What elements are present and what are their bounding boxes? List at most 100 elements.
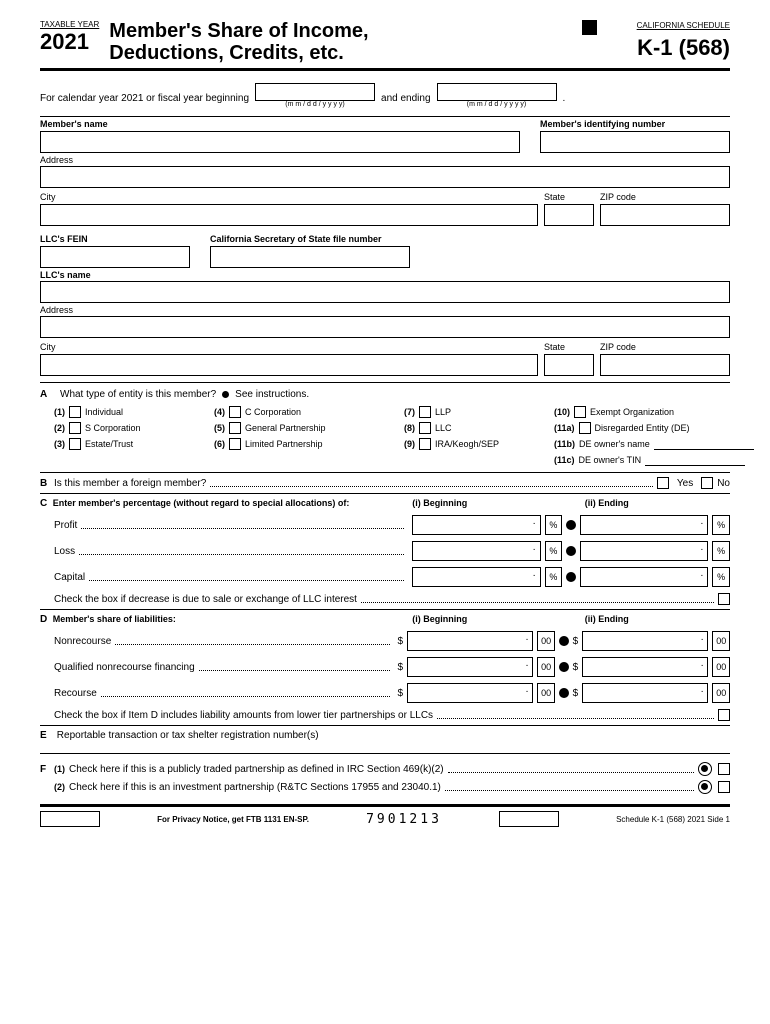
letter-b: B — [40, 478, 54, 489]
marker-square — [582, 20, 597, 35]
nonrec-end[interactable]: . — [582, 631, 708, 651]
chk-de[interactable] — [579, 422, 591, 434]
fy-begin-hint: (m m / d d / y y y y) — [285, 101, 345, 108]
ca-sos-input[interactable] — [210, 246, 410, 268]
d-question: Member's share of liabilities: — [53, 614, 413, 625]
letter-c: C — [40, 498, 53, 509]
loss-end[interactable]: . — [580, 541, 708, 561]
chk-f1[interactable] — [718, 763, 730, 775]
llc-fein-label: LLC's FEIN — [40, 232, 190, 246]
chk-individual[interactable] — [69, 406, 81, 418]
llc-city-input[interactable] — [40, 354, 538, 376]
section-f: F (1) Check here if this is a publicly t… — [40, 753, 730, 794]
d-ending: (ii) Ending — [585, 614, 730, 625]
nonrec-begin[interactable]: . — [407, 631, 533, 651]
a-see: See instructions. — [235, 389, 309, 400]
zip-input[interactable] — [600, 204, 730, 226]
privacy-notice: For Privacy Notice, get FTB 1131 EN-SP. — [157, 815, 309, 824]
chk-estate[interactable] — [69, 438, 81, 450]
llc-city-label: City — [40, 340, 538, 354]
capital-begin[interactable]: . — [412, 567, 540, 587]
bullet-icon — [566, 546, 576, 556]
address-label: Address — [40, 153, 73, 167]
chk-limpart[interactable] — [229, 438, 241, 450]
city-input[interactable] — [40, 204, 538, 226]
fy-prefix: For calendar year 2021 or fiscal year be… — [40, 93, 249, 104]
letter-d: D — [40, 614, 53, 625]
chk-foreign-no[interactable] — [701, 477, 713, 489]
chk-ccorp[interactable] — [229, 406, 241, 418]
qnf-end[interactable]: . — [582, 657, 708, 677]
chk-d-lowertier[interactable] — [718, 709, 730, 721]
form-title-1: Member's Share of Income, — [109, 20, 571, 42]
city-state-zip-row: City State ZIP code — [40, 190, 730, 228]
barcode-number: 7901213 — [366, 812, 442, 827]
profit-end[interactable]: . — [580, 515, 708, 535]
address-input[interactable] — [40, 166, 730, 188]
llc-fein-input[interactable] — [40, 246, 190, 268]
llc-address-input[interactable] — [40, 316, 730, 338]
loss-begin[interactable]: . — [412, 541, 540, 561]
llc-zip-label: ZIP code — [600, 340, 730, 354]
qnf-begin[interactable]: . — [407, 657, 533, 677]
chk-llp[interactable] — [419, 406, 431, 418]
ca-schedule-label: CALIFORNIA SCHEDULE — [637, 21, 730, 30]
chk-llc[interactable] — [419, 422, 431, 434]
form-title-2: Deductions, Credits, etc. — [109, 42, 571, 64]
c-beginning: (i) Beginning — [412, 498, 557, 509]
bullet-icon — [559, 662, 569, 672]
ca-sos-label: California Secretary of State file numbe… — [210, 232, 410, 246]
year: 2021 — [40, 29, 99, 55]
section-d: D Member's share of liabilities: (i) Beg… — [40, 609, 730, 721]
a-question: What type of entity is this member? — [60, 389, 216, 400]
c-question: Enter member's percentage (without regar… — [53, 498, 413, 509]
footer-box-right — [499, 811, 559, 827]
fy-end-input[interactable] — [437, 83, 557, 101]
letter-e: E — [40, 730, 54, 741]
fy-end-hint: (m m / d d / y y y y) — [467, 101, 527, 108]
chk-scorp[interactable] — [69, 422, 81, 434]
chk-f2[interactable] — [718, 781, 730, 793]
bullet-icon — [566, 572, 576, 582]
footer-box-left — [40, 811, 100, 827]
form-header: TAXABLE YEAR 2021 Member's Share of Inco… — [40, 20, 730, 71]
de-name-input[interactable] — [654, 438, 754, 450]
fiscal-year-row: For calendar year 2021 or fiscal year be… — [40, 79, 730, 117]
bullet-icon — [559, 688, 569, 698]
profit-begin[interactable]: . — [412, 515, 540, 535]
rec-begin[interactable]: . — [407, 683, 533, 703]
member-id-input[interactable] — [540, 131, 730, 153]
member-name-row: Member's name Member's identifying numbe… — [40, 117, 730, 155]
llc-name-input[interactable] — [40, 281, 730, 303]
state-input[interactable] — [544, 204, 594, 226]
chk-genpart[interactable] — [229, 422, 241, 434]
llc-address-label: Address — [40, 303, 73, 317]
rec-end[interactable]: . — [582, 683, 708, 703]
state-label: State — [544, 190, 594, 204]
city-label: City — [40, 190, 538, 204]
section-c: C Enter member's percentage (without reg… — [40, 493, 730, 605]
fy-middle: and ending — [381, 93, 431, 104]
llc-zip-input[interactable] — [600, 354, 730, 376]
section-e: E Reportable transaction or tax shelter … — [40, 725, 730, 749]
chk-exempt[interactable] — [574, 406, 586, 418]
llc-name-label: LLC's name — [40, 268, 91, 282]
llc-state-input[interactable] — [544, 354, 594, 376]
chk-c-decrease[interactable] — [718, 593, 730, 605]
e-text: Reportable transaction or tax shelter re… — [57, 730, 319, 741]
form-code: K-1 (568) — [582, 35, 730, 61]
letter-f: F — [40, 764, 54, 775]
letter-a: A — [40, 389, 54, 400]
llc-state-label: State — [544, 340, 594, 354]
chk-ira[interactable] — [419, 438, 431, 450]
fy-begin-input[interactable] — [255, 83, 375, 101]
section-b: B Is this member a foreign member? Yes N… — [40, 472, 730, 489]
radio-f1[interactable] — [698, 762, 712, 776]
capital-end[interactable]: . — [580, 567, 708, 587]
d-beginning: (i) Beginning — [412, 614, 557, 625]
bullet-icon — [559, 636, 569, 646]
radio-f2[interactable] — [698, 780, 712, 794]
de-tin-input[interactable] — [645, 454, 745, 466]
member-name-input[interactable] — [40, 131, 520, 153]
chk-foreign-yes[interactable] — [657, 477, 669, 489]
